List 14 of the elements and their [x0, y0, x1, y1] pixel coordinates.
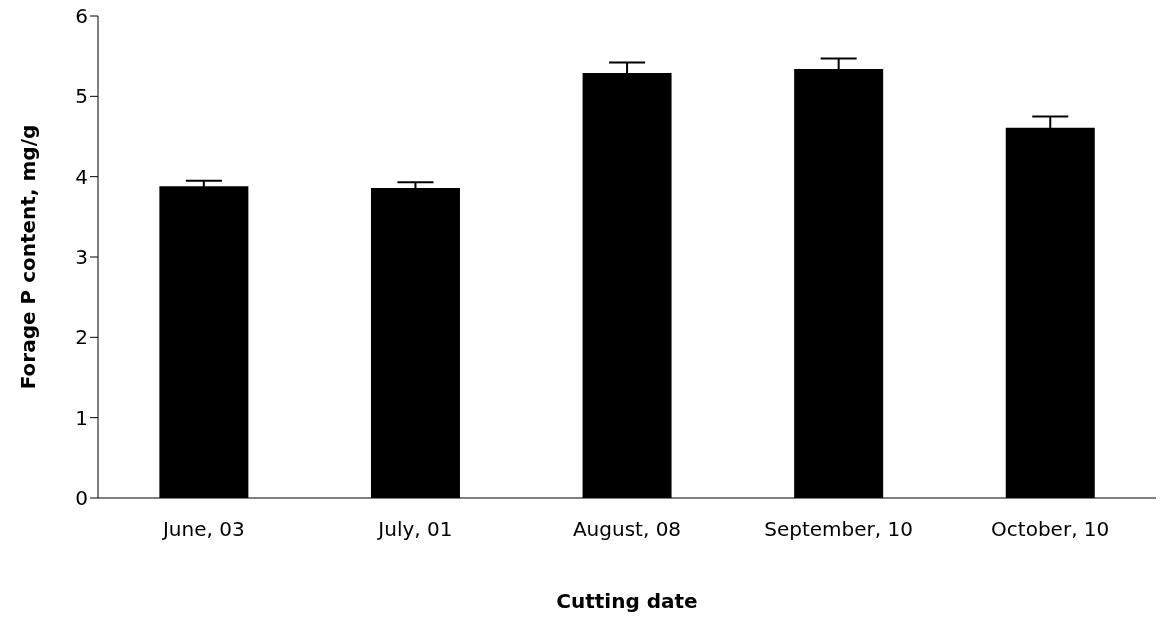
- x-tick-label: July, 01: [376, 517, 453, 542]
- y-tick-label: 0: [75, 486, 88, 511]
- x-axis-title: Cutting date: [556, 589, 698, 613]
- y-tick-label: 2: [75, 325, 88, 350]
- x-tick-label: October, 10: [991, 517, 1110, 542]
- x-tick-label: June, 03: [160, 517, 245, 542]
- x-tick-label: September, 10: [764, 517, 913, 542]
- y-tick-label: 1: [75, 405, 88, 430]
- x-tick-label: August, 08: [572, 517, 682, 542]
- y-tick-label: 5: [75, 84, 88, 109]
- y-axis-title: Forage P content, mg/g: [16, 124, 41, 390]
- y-tick-label: 4: [75, 164, 88, 189]
- y-tick-label: 3: [75, 245, 88, 270]
- y-tick-label: 6: [75, 4, 88, 29]
